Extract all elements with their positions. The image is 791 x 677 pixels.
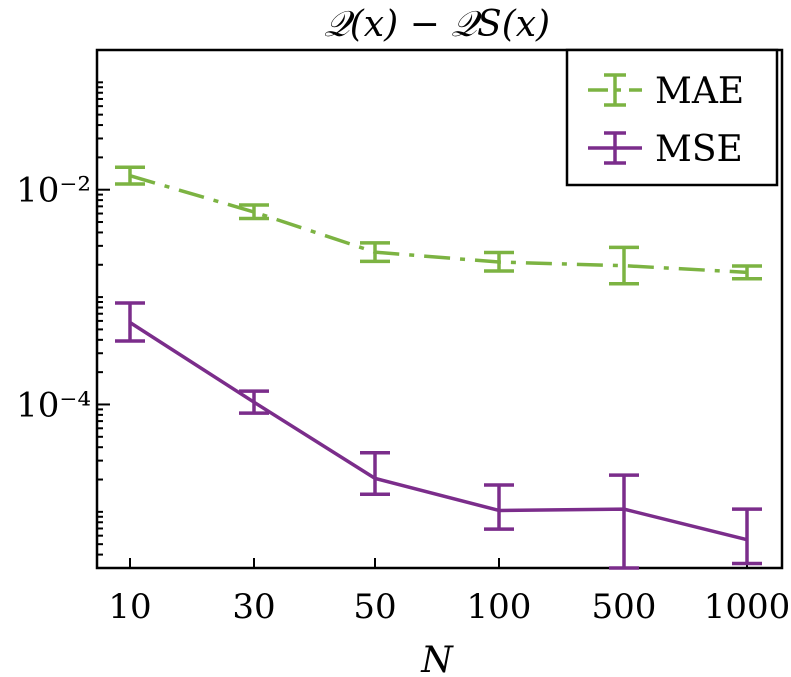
x-tick-label: 50	[353, 587, 396, 627]
data-point	[623, 508, 625, 510]
x-tick-label: 1000	[704, 587, 791, 627]
x-axis-label: N	[420, 640, 454, 677]
y-axis: 10⁻² 10⁻⁴	[16, 49, 110, 569]
series-mae	[115, 165, 762, 286]
data-point	[623, 265, 625, 267]
data-point	[129, 175, 131, 177]
legend-label: MAE	[655, 71, 744, 112]
series-line	[129, 174, 748, 275]
x-tick-label: 30	[232, 587, 275, 627]
legend: MAE MSE	[565, 48, 779, 187]
y-tick-label: 10⁻²	[16, 171, 91, 211]
legend-box	[565, 48, 779, 187]
data-point	[253, 211, 255, 213]
data-point	[374, 251, 376, 253]
legend-label: MSE	[655, 129, 743, 170]
legend-item-mse: MSE	[588, 129, 743, 170]
x-tick-label: 500	[592, 587, 657, 627]
legend-item-mae: MAE	[588, 71, 744, 112]
data-point	[374, 477, 376, 479]
x-axis: 10 30 50 100 500 1000	[108, 558, 790, 627]
plot-frame	[95, 48, 784, 570]
y-tick-label: 10⁻⁴	[16, 385, 91, 425]
series-layer	[115, 165, 762, 570]
series-line	[129, 321, 748, 542]
data-point	[253, 401, 255, 403]
data-point	[129, 321, 131, 323]
data-point	[498, 261, 500, 263]
x-tick-label: 100	[467, 587, 532, 627]
series-mse	[115, 301, 762, 570]
x-tick-label: 10	[108, 587, 151, 627]
data-point	[746, 271, 748, 273]
data-point	[746, 539, 748, 541]
data-point	[498, 509, 500, 511]
chart-title: 𝒬(x) − 𝒬S(x)	[324, 4, 550, 45]
